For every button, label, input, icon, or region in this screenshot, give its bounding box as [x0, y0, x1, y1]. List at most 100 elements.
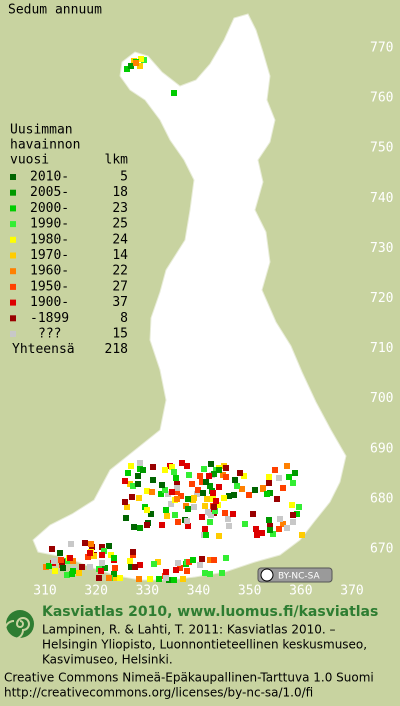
observation — [178, 493, 184, 499]
observation — [223, 474, 229, 480]
observation — [264, 491, 270, 497]
northing-label: 770 — [370, 41, 393, 56]
legend-label: 1950- — [30, 279, 69, 294]
easting-label: 340 — [187, 584, 210, 599]
observation — [123, 515, 129, 521]
observation — [276, 475, 282, 481]
observation — [128, 63, 134, 69]
observation — [67, 555, 73, 561]
legend-swatch — [10, 174, 16, 180]
observation — [162, 467, 168, 473]
observation — [91, 553, 97, 559]
observation — [163, 575, 169, 581]
observation — [137, 562, 143, 568]
legend-label: ??? — [38, 327, 61, 342]
observation — [284, 525, 290, 531]
observation — [87, 564, 93, 570]
observations — [43, 56, 305, 583]
observation — [223, 555, 229, 561]
observation — [128, 463, 134, 469]
observation — [137, 525, 143, 531]
observation — [175, 519, 181, 525]
observation — [234, 483, 240, 489]
northing-label: 690 — [370, 441, 393, 456]
legend-label: 1960- — [30, 264, 69, 279]
observation — [199, 514, 205, 520]
observation — [136, 576, 142, 582]
observation — [267, 527, 273, 533]
observation — [205, 509, 211, 515]
observation — [177, 565, 183, 571]
observation — [292, 470, 298, 476]
observation — [151, 561, 157, 567]
observation — [168, 501, 174, 507]
observation — [102, 565, 108, 571]
legend-swatch — [10, 315, 16, 322]
observation — [199, 479, 205, 485]
observation — [230, 511, 236, 517]
observation — [149, 489, 155, 495]
observation — [99, 552, 105, 558]
observation — [270, 531, 276, 537]
observation — [148, 511, 154, 517]
northing-label: 720 — [370, 291, 393, 306]
legend-swatch — [10, 236, 16, 243]
observation — [201, 466, 207, 472]
observation — [144, 522, 150, 528]
logo — [4, 610, 34, 640]
observation — [197, 473, 203, 479]
badge-text: BY-NC-SA — [278, 572, 321, 582]
legend-swatch — [10, 221, 16, 228]
observation — [147, 576, 153, 582]
observation — [174, 481, 180, 487]
legend-swatch — [10, 268, 16, 275]
observation — [259, 530, 265, 536]
legend-swatch — [10, 205, 16, 212]
observation — [200, 490, 206, 496]
observation — [232, 477, 238, 483]
observation — [125, 470, 131, 476]
observation — [113, 575, 119, 581]
observation — [76, 570, 82, 576]
observation — [226, 523, 232, 529]
observation — [111, 555, 117, 561]
observation — [122, 499, 128, 505]
observation — [169, 489, 175, 495]
observation — [272, 467, 278, 473]
observation — [202, 570, 208, 576]
legend-header: havainnon — [10, 138, 80, 153]
observation — [294, 511, 300, 517]
observation — [242, 521, 248, 527]
northing-label: 670 — [370, 542, 393, 557]
observation — [197, 562, 203, 568]
observation — [122, 478, 128, 484]
species-title: Sedum annuum — [8, 3, 102, 18]
total-count: 218 — [105, 342, 128, 357]
observation — [189, 481, 195, 487]
observation — [206, 473, 212, 479]
observation — [246, 492, 252, 498]
observation — [96, 575, 102, 581]
citation-line: Helsingin Yliopisto, Luonnontieteellinen… — [42, 638, 367, 652]
easting-label: 320 — [84, 584, 107, 599]
observation — [155, 559, 161, 565]
observation — [267, 523, 273, 529]
observation — [184, 568, 190, 574]
observation — [254, 532, 260, 538]
observation — [211, 471, 217, 477]
legend-count: 14 — [112, 248, 128, 263]
observation — [171, 469, 177, 475]
observation — [127, 558, 133, 564]
observation — [266, 474, 272, 480]
observation — [225, 516, 231, 522]
observation — [174, 489, 180, 495]
legend-count: 27 — [112, 279, 128, 294]
observation — [211, 504, 217, 510]
observation — [124, 66, 130, 72]
observation — [186, 559, 192, 565]
observation — [191, 495, 197, 501]
observation — [290, 519, 296, 525]
legend-label: 1980- — [30, 232, 69, 247]
observation — [289, 502, 295, 508]
northing-label: 730 — [370, 241, 393, 256]
